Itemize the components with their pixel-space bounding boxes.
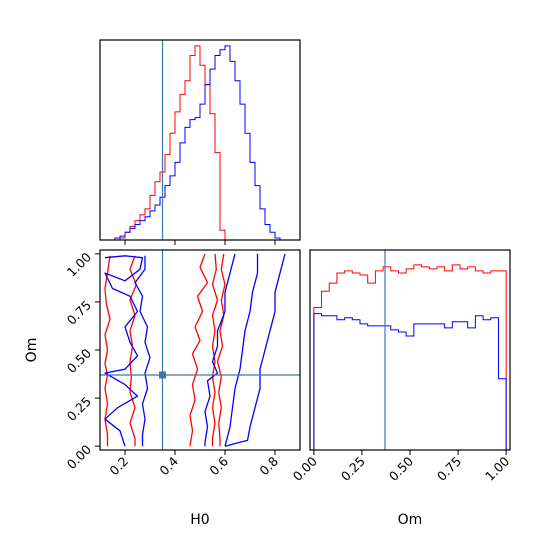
contour-blue-3 <box>224 253 259 447</box>
panel-hist-h0-frame <box>99 39 301 241</box>
ylabel-om: Om <box>24 338 40 363</box>
contour-blue-1 <box>134 255 151 447</box>
hist-om-blue <box>313 313 507 450</box>
hist-h0-blue <box>100 45 300 240</box>
contour-blue-2 <box>204 253 236 447</box>
contour-red-4 <box>216 253 226 447</box>
xlabel-om: Om <box>398 512 423 528</box>
hist-om-red <box>313 264 507 450</box>
truth-marker <box>159 371 166 379</box>
contour-red-3 <box>211 253 219 447</box>
xlabel-h0: H0 <box>190 512 209 528</box>
contour-blue-0 <box>104 255 144 447</box>
panel-hist-h0 <box>99 39 301 245</box>
contour-red-0 <box>104 255 111 447</box>
contour-red-1 <box>129 255 137 447</box>
contour-blue-4 <box>224 253 286 447</box>
contour-red-2 <box>189 253 209 447</box>
